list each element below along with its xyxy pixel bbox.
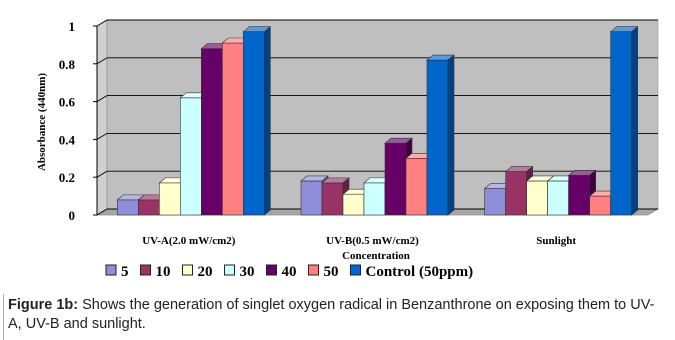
legend-label: 20 — [198, 264, 213, 280]
caption-label: Figure 1b: — [8, 297, 79, 313]
bar-front — [243, 31, 265, 216]
bar-front — [547, 180, 569, 216]
legend-swatch — [308, 264, 319, 276]
legend-label: Control (50ppm) — [366, 264, 474, 280]
legend-item: Control (50ppm) — [350, 264, 474, 280]
x-category-label: UV-A(2.0 mW/cm2) — [142, 235, 236, 247]
gridline — [96, 95, 658, 102]
y-tick-label: 0.6 — [59, 95, 76, 110]
caption-frame — [3, 294, 672, 340]
bar-front — [589, 195, 611, 216]
bar-front — [201, 48, 223, 216]
bar-front — [180, 97, 202, 216]
bar-front — [405, 158, 428, 216]
x-category-labels: UV-A(2.0 mW/cm2) UV-B(0.5 mW/cm2) Sunlight — [142, 235, 576, 247]
gridline — [96, 208, 658, 216]
y-tick-label: 0 — [69, 208, 76, 223]
legend-item: 40 — [266, 264, 297, 280]
legend-item: 30 — [224, 264, 255, 280]
legend-label: 10 — [156, 264, 171, 280]
legend-swatch — [140, 264, 151, 276]
gridlines — [93, 19, 658, 216]
legend-swatch — [182, 264, 193, 276]
bar-front — [484, 188, 506, 216]
legend-label: 50 — [324, 264, 339, 280]
legend-swatch — [350, 264, 361, 276]
bar-front — [300, 180, 323, 216]
bar-front — [384, 142, 407, 216]
x-axis-title: Concentration — [342, 250, 410, 262]
bar-front — [138, 199, 160, 216]
plot-side-wall — [96, 19, 108, 216]
x-category-label: Sunlight — [536, 235, 576, 247]
bar-front — [505, 171, 527, 216]
bar-front — [159, 182, 181, 216]
gridline — [96, 170, 658, 178]
bar-front — [610, 31, 632, 216]
y-tick-label: 0.8 — [59, 57, 76, 72]
figure-caption: Figure 1b: Shows the generation of singl… — [8, 296, 668, 334]
y-tick-label: 0.2 — [59, 170, 75, 185]
bar-front — [363, 182, 386, 216]
caption-text: Shows the generation of singlet oxygen r… — [8, 297, 655, 332]
bar-front — [222, 42, 244, 216]
bar — [242, 26, 272, 216]
y-tick-label: 1 — [69, 19, 76, 34]
legend-item: 5 — [105, 264, 129, 280]
y-axis-title: Absorbance (440nm) — [36, 73, 48, 171]
legend-swatch — [224, 264, 235, 276]
legend-swatch — [105, 264, 117, 276]
legend-item: 50 — [308, 264, 339, 280]
legend-label: 30 — [240, 264, 255, 280]
bar-front — [342, 193, 365, 216]
gridline — [96, 132, 658, 140]
bar-chart: 0 0.2 0.4 0.6 0.8 1 UV-A(2.0 mW/cm2) UV-B(0.5 … — [36, 19, 660, 280]
legend-item: 20 — [182, 264, 213, 280]
bar-side — [447, 54, 455, 216]
y-tick-label: 0.4 — [59, 132, 76, 147]
gridline — [96, 57, 658, 65]
legend-swatch — [266, 264, 277, 276]
bar — [609, 26, 639, 216]
bar-front — [568, 175, 590, 216]
x-category-label: UV-B(0.5 mW/cm2) — [326, 235, 419, 247]
bar-front — [426, 59, 449, 216]
bar-side — [631, 26, 638, 216]
legend-label: 5 — [121, 264, 129, 280]
legend-item: 10 — [140, 264, 171, 280]
y-tick-labels: 0 0.2 0.4 0.6 0.8 1 — [59, 19, 76, 223]
bars — [116, 26, 639, 216]
legend: 5 10 20 30 40 50 Control (50ppm) — [105, 264, 474, 280]
bar — [426, 54, 455, 216]
bar-side — [264, 26, 271, 216]
bar-front — [117, 199, 139, 216]
legend-label: 40 — [282, 264, 297, 280]
bar-front — [526, 180, 548, 216]
bar-front — [321, 182, 344, 216]
gridline — [96, 19, 658, 27]
